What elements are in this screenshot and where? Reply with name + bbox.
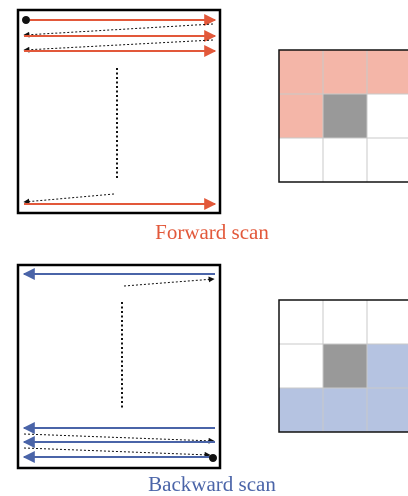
backward-neighborhood-grid — [278, 299, 408, 433]
forward-scan-start-dot — [22, 16, 30, 24]
backward-grid-cell-0-2 — [366, 299, 408, 345]
forward-neighborhood-grid — [278, 49, 408, 183]
forward-grid-cell-0-0 — [278, 49, 324, 95]
forward-grid-cell-1-2 — [366, 93, 408, 139]
forward-grid-cell-1-1 — [322, 93, 368, 139]
backward-grid-cell-2-1 — [322, 387, 368, 433]
backward-grid-border — [278, 299, 408, 433]
backward-return-arrow-2 — [23, 433, 215, 444]
forward-grid-cell-1-0 — [278, 93, 324, 139]
forward-return-arrow-1 — [23, 23, 214, 38]
backward-grid-cell-2-2 — [366, 387, 408, 433]
forward-grid-cell-0-2 — [366, 49, 408, 95]
backward-grid-cell-1-1 — [322, 343, 368, 389]
backward-grid-cell-2-0 — [278, 387, 324, 433]
backward-grid-cell-1-2 — [366, 343, 408, 389]
backward-return-arrow-1 — [23, 447, 211, 458]
forward-grid-border — [278, 49, 408, 183]
backward-grid-cell-0-0 — [278, 299, 324, 345]
forward-grid-cell-2-1 — [322, 137, 368, 183]
backward-scan-panel — [16, 263, 222, 470]
backward-scan-start-dot — [209, 454, 217, 462]
forward-return-arrow-last — [23, 193, 115, 205]
backward-scan-caption: Backward scan — [148, 472, 276, 496]
backward-grid-cell-1-0 — [278, 343, 324, 389]
forward-scan-frame — [16, 8, 222, 215]
forward-scan-caption: Forward scan — [155, 220, 269, 244]
forward-grid-cell-0-1 — [322, 49, 368, 95]
forward-grid-cell-2-2 — [366, 137, 408, 183]
backward-scan-frame — [16, 263, 222, 470]
forward-scan-panel — [16, 8, 222, 215]
forward-return-arrow-2 — [23, 39, 214, 53]
forward-grid-cell-2-0 — [278, 137, 324, 183]
backward-return-arrow-last — [123, 276, 215, 287]
backward-grid-cell-0-1 — [322, 299, 368, 345]
